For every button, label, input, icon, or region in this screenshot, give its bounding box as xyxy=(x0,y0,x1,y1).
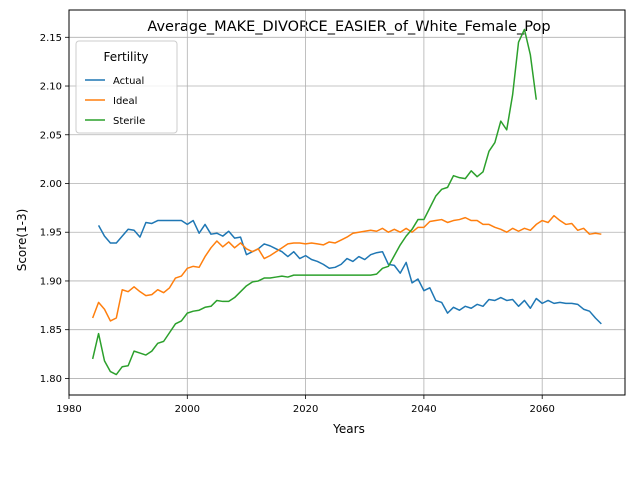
y-tick-label: 1.95 xyxy=(40,228,62,239)
y-axis-label: Score(1-3) xyxy=(15,209,29,272)
y-tick-label: 2.00 xyxy=(40,179,62,190)
legend-label-ideal: Ideal xyxy=(113,96,137,107)
chart-title: Average_MAKE_DIVORCE_EASIER_of_White_Fem… xyxy=(147,19,550,35)
legend-label-sterile: Sterile xyxy=(113,116,145,127)
x-tick-label: 2040 xyxy=(411,404,436,415)
y-tick-label: 1.85 xyxy=(40,325,62,336)
legend-title: Fertility xyxy=(103,50,148,64)
y-tick-label: 2.15 xyxy=(40,33,62,44)
x-tick-label: 1980 xyxy=(56,404,81,415)
y-tick-label: 2.05 xyxy=(40,130,62,141)
y-tick-label: 1.80 xyxy=(40,374,62,385)
y-tick-label: 2.10 xyxy=(40,82,62,93)
x-tick-label: 2020 xyxy=(293,404,318,415)
x-tick-label: 2000 xyxy=(175,404,200,415)
y-tick-label: 1.90 xyxy=(40,276,62,287)
x-tick-label: 2060 xyxy=(529,404,554,415)
legend: Fertility Actual Ideal Sterile xyxy=(76,41,177,133)
x-axis-label: Years xyxy=(332,422,365,436)
legend-label-actual: Actual xyxy=(113,76,144,87)
